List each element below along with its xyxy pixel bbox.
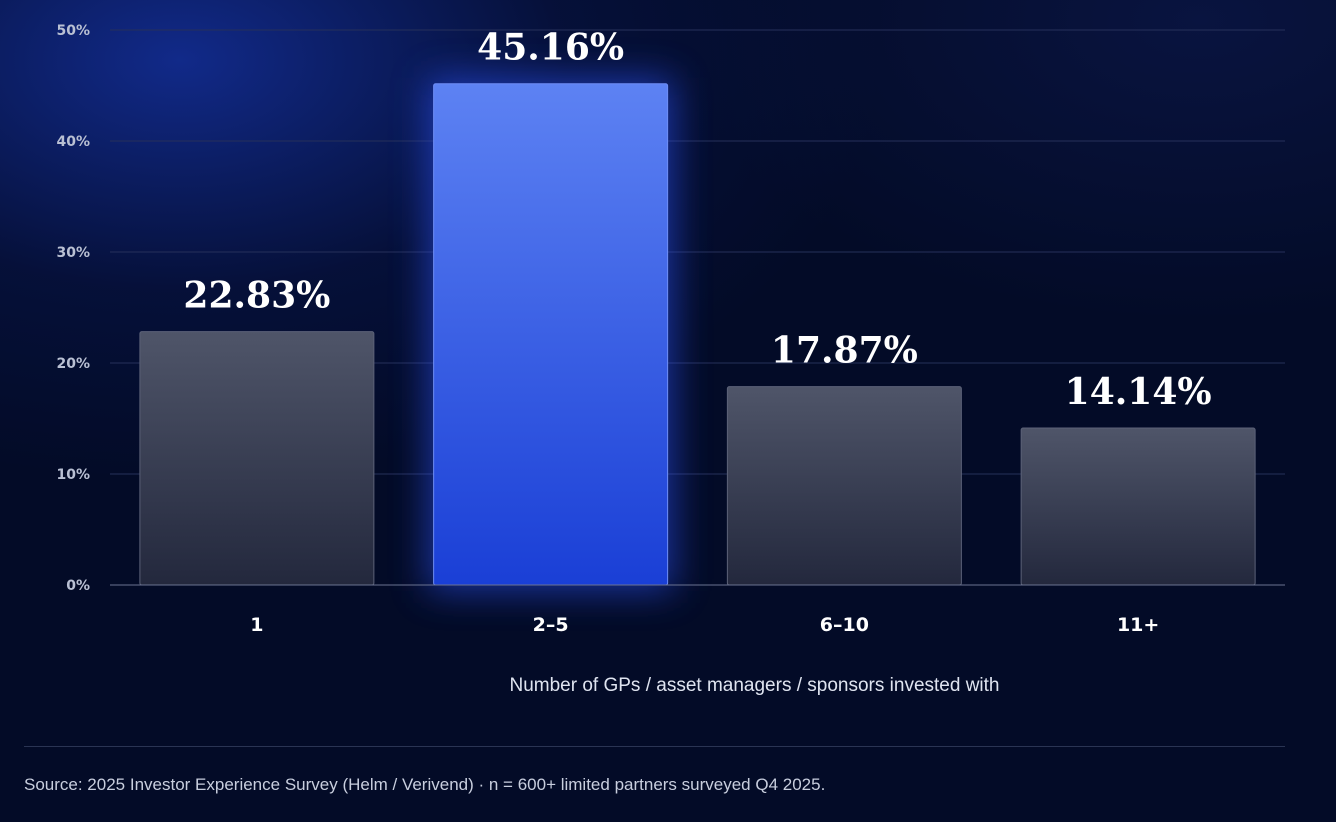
footer-divider <box>24 746 1285 747</box>
value-label: 14.14% <box>1065 371 1212 413</box>
value-label: 45.16% <box>477 27 624 69</box>
value-labels: 22.83% 45.16% 17.87% 14.14% <box>183 27 1211 413</box>
y-tick-label: 40% <box>56 134 90 150</box>
y-tick-label: 20% <box>56 356 90 372</box>
value-label: 22.83% <box>183 275 330 317</box>
y-tick-label: 0% <box>66 578 90 594</box>
x-tick-label: 6–10 <box>820 614 869 636</box>
y-axis-ticks: 0% 10% 20% 30% 40% 50% <box>56 23 90 594</box>
bar-6–10 <box>726 386 962 586</box>
bar-1 <box>139 331 375 586</box>
x-tick-label: 1 <box>250 614 263 636</box>
y-tick-label: 50% <box>56 23 90 39</box>
source-note: Source: 2025 Investor Experience Survey … <box>24 775 826 794</box>
value-label: 17.87% <box>771 330 918 372</box>
x-axis-ticks: 1 2–5 6–10 11+ <box>250 614 1159 636</box>
y-tick-label: 30% <box>56 245 90 261</box>
x-tick-label: 2–5 <box>533 614 569 636</box>
bar-2–5 <box>433 83 669 586</box>
x-tick-label: 11+ <box>1117 614 1159 636</box>
x-axis-title: Number of GPs / asset managers / sponsor… <box>510 675 1000 696</box>
bar-11+ <box>1020 427 1256 586</box>
bars <box>139 83 1256 586</box>
y-tick-label: 10% <box>56 467 90 483</box>
